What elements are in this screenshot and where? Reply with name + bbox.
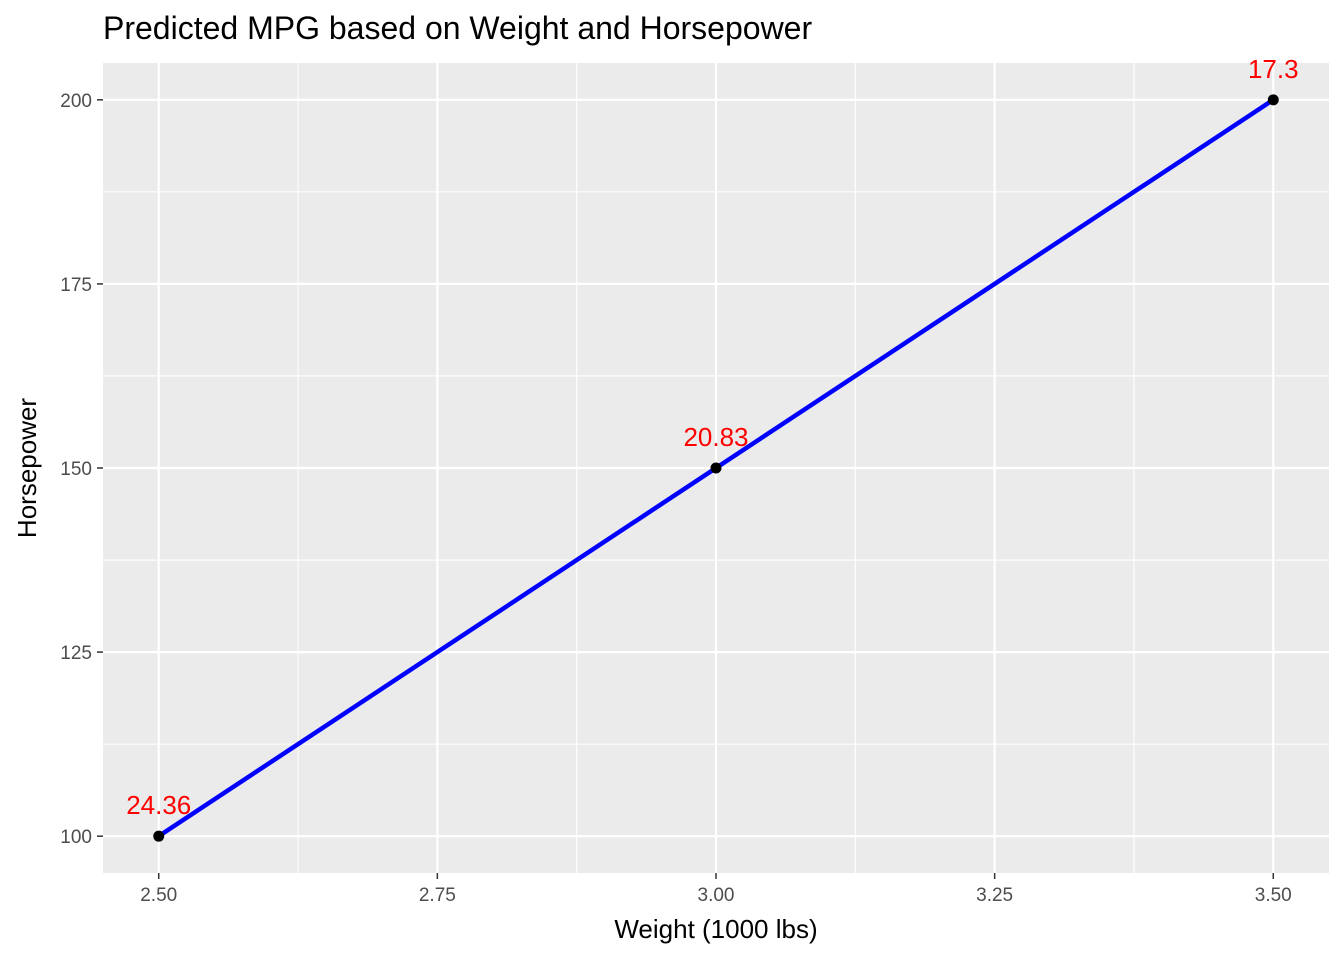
- y-axis-title: Horsepower: [12, 398, 42, 539]
- y-axis: 100 125 150 175 200: [60, 91, 103, 848]
- x-axis: 2.50 2.75 3.00 3.25 3.50: [140, 873, 1292, 906]
- y-tick-label: 100: [60, 827, 92, 848]
- x-tick-label: 3.00: [698, 885, 735, 906]
- y-tick-label: 125: [60, 643, 92, 664]
- y-tick-label: 150: [60, 459, 92, 480]
- data-point: [710, 462, 722, 474]
- y-tick-label: 175: [60, 275, 92, 296]
- data-labels-layer: 24.36 20.83 17.3: [126, 54, 1298, 820]
- data-label: 17.3: [1248, 54, 1299, 84]
- data-point: [153, 830, 165, 842]
- x-tick-label: 2.50: [140, 885, 177, 906]
- x-tick-label: 2.75: [419, 885, 456, 906]
- data-label: 20.83: [683, 422, 748, 452]
- data-point: [1267, 94, 1279, 106]
- x-tick-label: 3.50: [1255, 885, 1292, 906]
- data-label: 24.36: [126, 790, 191, 820]
- y-tick-label: 200: [60, 91, 92, 112]
- x-axis-title: Weight (1000 lbs): [614, 914, 817, 944]
- x-tick-label: 3.25: [976, 885, 1013, 906]
- points-layer: [153, 94, 1279, 842]
- chart-title: Predicted MPG based on Weight and Horsep…: [103, 10, 812, 46]
